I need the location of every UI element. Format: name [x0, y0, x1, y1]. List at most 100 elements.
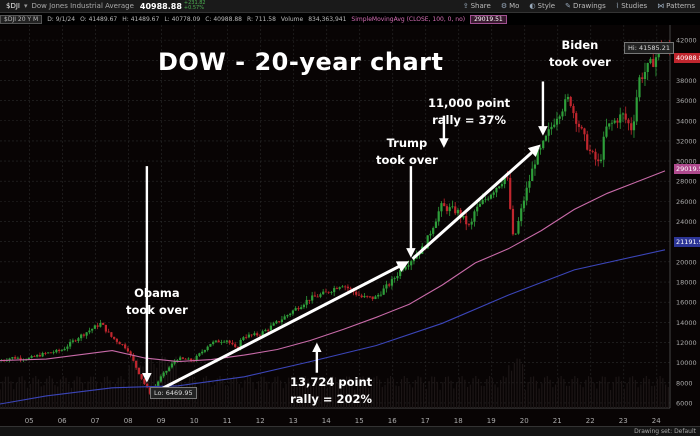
volume-bar [576, 378, 579, 408]
volume-bar [205, 376, 207, 408]
price-change: +231.82 +0.57% [184, 1, 210, 11]
volume-bar [442, 382, 444, 408]
candle-body [533, 164, 537, 169]
volume-bar [384, 384, 386, 408]
volume-bar [334, 377, 337, 408]
candle-body [159, 376, 162, 382]
volume-bar [150, 357, 152, 408]
drawings-button[interactable]: ✎ Drawings [560, 2, 611, 10]
candle-body [473, 211, 476, 222]
volume-bar [510, 370, 513, 408]
y-tick-label: 18000 [676, 279, 697, 287]
volume-bar [373, 377, 375, 408]
candle-body [451, 206, 454, 208]
volume-bar [315, 379, 317, 408]
volume-bar [249, 377, 251, 408]
candle-body [547, 129, 550, 136]
volume-bar [527, 382, 529, 408]
candle-body [613, 120, 616, 123]
volume-bar [513, 362, 515, 408]
volume-bar [367, 388, 370, 408]
chevron-down-icon[interactable]: ▾ [23, 2, 28, 10]
candle-body [509, 177, 512, 209]
volume-bar [307, 378, 309, 408]
y-tick-label: 28000 [676, 178, 697, 186]
candle-body [11, 357, 14, 359]
candle-body [630, 123, 633, 131]
sma-study-label[interactable]: SimpleMovingAvg (CLOSE, 100, 0, no) [351, 16, 466, 23]
symbol-description: Dow Jones Industrial Average [31, 2, 134, 10]
candle-body [173, 361, 176, 364]
volume-bar [631, 376, 634, 408]
volume-bar [340, 388, 342, 408]
volume-bar [585, 379, 587, 408]
volume-bar [271, 382, 273, 408]
candle-body [170, 363, 174, 368]
candle-body [190, 358, 193, 361]
patterns-button[interactable]: ⋈ Patterns [652, 2, 700, 10]
candle-body [38, 355, 41, 357]
candle-body [30, 356, 33, 358]
share-button[interactable]: ⇪ Share [458, 2, 496, 10]
candle-body [429, 233, 432, 236]
y-tick-label: 34000 [676, 117, 697, 125]
volume-bar [348, 376, 350, 408]
more-button[interactable]: ⚙ Mo [496, 2, 525, 10]
candle-body [608, 123, 611, 127]
candle-body [349, 288, 352, 290]
studies-button[interactable]: ⌇ Studies [611, 2, 652, 10]
candle-body [489, 194, 493, 199]
info-range: R: 711.58 [246, 16, 276, 23]
candle-body [308, 299, 311, 301]
volume-bar [491, 378, 493, 408]
candle-body [503, 177, 506, 185]
candle-body [588, 149, 592, 152]
volume-bar [263, 376, 265, 408]
candle-body [157, 381, 160, 386]
drawing-set-label[interactable]: Drawing set: Default [634, 428, 696, 435]
ohlc-info-line: $DJI 20 Y M D: 9/1/24 O: 41489.67 H: 414… [0, 14, 700, 25]
candle-body [41, 352, 44, 357]
volume-bar [24, 380, 26, 408]
volume-bar [51, 378, 53, 408]
rally-arrow-11000 [411, 144, 541, 260]
info-high: H: 41489.67 [122, 16, 160, 23]
x-tick-label: 22 [586, 417, 595, 425]
candle-body [382, 288, 385, 295]
candle-body [82, 334, 85, 336]
volume-bar [464, 379, 466, 408]
volume-bar [662, 378, 664, 408]
annotation-obama: Obama took over [126, 286, 188, 317]
symbol-field[interactable]: $DJI [6, 2, 20, 10]
volume-bar [615, 376, 617, 408]
volume-bar [395, 385, 397, 408]
candle-body [80, 334, 83, 339]
price-chart[interactable]: 6000 8000 10000 12000 14000 16000 18000 20000 22… [0, 25, 700, 426]
candle-body [410, 261, 413, 266]
candle-body [627, 119, 630, 124]
volume-bar [488, 376, 491, 408]
volume-bar [530, 376, 532, 408]
volume-bar [455, 383, 458, 408]
chart-spec[interactable]: $DJI 20 Y M [0, 15, 43, 24]
candle-body [357, 294, 361, 296]
volume-bar [549, 379, 551, 408]
candle-body [27, 357, 30, 360]
candle-body [575, 113, 578, 124]
candle-body [77, 338, 80, 341]
sma100-line [0, 170, 666, 363]
candle-body [129, 351, 132, 355]
x-tick-label: 12 [256, 417, 265, 425]
candle-body [71, 340, 74, 342]
candle-body [432, 227, 435, 234]
candle-body [278, 321, 281, 323]
candle-body [324, 291, 328, 293]
chart-svg: 6000 8000 10000 12000 14000 16000 18000 20000 22… [0, 25, 700, 426]
style-button[interactable]: ◐ Style [524, 2, 560, 10]
candle-body [236, 346, 240, 348]
candle-body [355, 291, 358, 295]
candle-body [531, 168, 534, 182]
info-open: O: 41489.67 [80, 16, 118, 23]
candle-body [36, 355, 39, 357]
volume-bar [79, 377, 81, 408]
